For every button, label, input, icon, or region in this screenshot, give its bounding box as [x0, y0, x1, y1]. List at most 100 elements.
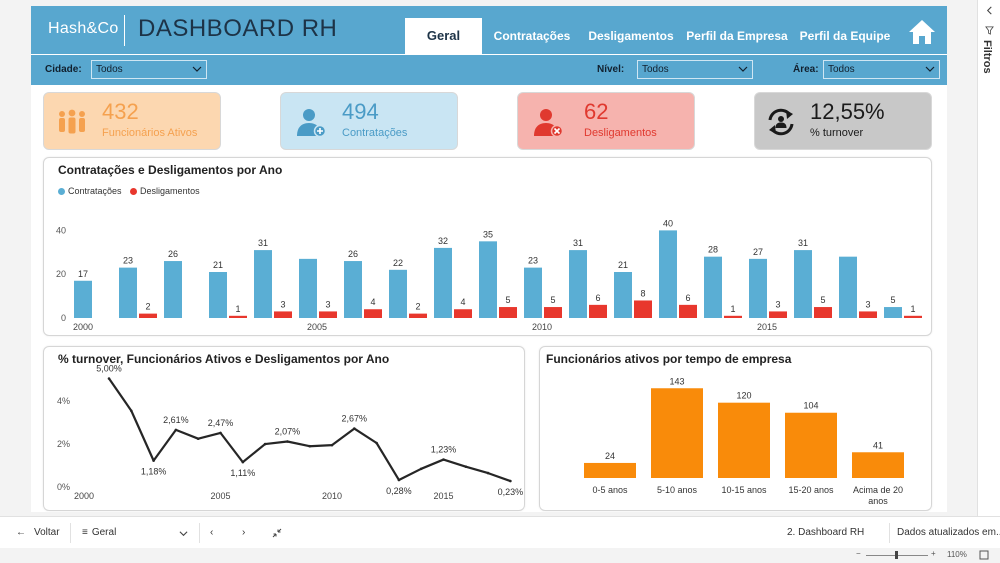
report-canvas: Hash&Co DASHBOARD RH Geral Contratações …: [31, 6, 947, 512]
y-tick-label: 0%: [57, 482, 70, 492]
line-point: [353, 427, 356, 430]
data-label-desligamentos: 2: [415, 302, 420, 312]
data-label-contratacoes: 32: [438, 236, 448, 246]
data-label: 1,11%: [230, 468, 255, 478]
line-point: [130, 409, 133, 413]
kpi-turnover-value: 12,55%: [810, 99, 885, 124]
chevron-left-icon[interactable]: [985, 6, 994, 15]
bar-contratacoes: [74, 280, 92, 318]
zoom-out-button[interactable]: −: [856, 549, 861, 558]
line-point: [486, 471, 490, 475]
nivel-dropdown[interactable]: Todos: [637, 60, 753, 79]
bar-contratacoes: [344, 261, 362, 318]
current-page-name: 2. Dashboard RH: [787, 527, 865, 538]
chevron-down-icon: [925, 66, 935, 72]
tab-desligamentos[interactable]: Desligamentos: [588, 29, 674, 43]
data-label: 41: [873, 440, 883, 450]
tab-perfil-empresa[interactable]: Perfil da Empresa: [686, 29, 788, 43]
tenure-bar: [785, 412, 837, 478]
bar-desligamentos: [679, 304, 697, 318]
bar-desligamentos: [634, 300, 652, 318]
data-label-desligamentos: 3: [280, 299, 285, 309]
bar-contratacoes: [164, 261, 182, 318]
filters-pane: Filtros: [977, 0, 1000, 516]
chart-title: Contratações e Desligamentos por Ano: [58, 163, 283, 177]
line-point: [509, 479, 512, 483]
bar-desligamentos: [139, 313, 157, 318]
data-label-desligamentos: 6: [685, 293, 690, 303]
tab-geral[interactable]: Geral: [405, 18, 482, 54]
line-point: [397, 478, 401, 482]
x-tick-label: 2000: [74, 491, 94, 501]
divider: [199, 523, 200, 543]
bar-desligamentos: [319, 311, 337, 318]
filters-pane-toggle[interactable]: Filtros: [981, 40, 993, 74]
data-label: 104: [803, 401, 818, 411]
data-label: 143: [669, 376, 684, 386]
bar-desligamentos: [814, 307, 832, 318]
cidade-dropdown[interactable]: Todos: [91, 60, 207, 79]
chart-legend: Contratações Desligamentos: [58, 186, 200, 196]
bar-desligamentos: [904, 315, 922, 318]
category-label: Acima de 20: [853, 485, 903, 495]
data-label-desligamentos: 5: [550, 295, 555, 305]
divider: [889, 523, 890, 543]
data-label: 2,47%: [208, 418, 234, 428]
tenure-bar-chart[interactable]: 24 0-5 anos 143 5-10 anos 120 10-15 anos 104 15…: [540, 347, 931, 510]
x-tick-label: 2010: [322, 491, 342, 501]
data-label-contratacoes: 23: [528, 256, 538, 266]
data-label: 2,67%: [342, 414, 368, 424]
previous-page-button[interactable]: ‹: [210, 527, 213, 538]
data-label-desligamentos: 3: [325, 299, 330, 309]
back-button[interactable]: ← Voltar: [16, 527, 60, 538]
bar-desligamentos: [589, 304, 607, 318]
data-label-desligamentos: 3: [775, 299, 780, 309]
tab-perfil-equipe[interactable]: Perfil da Equipe: [799, 29, 891, 43]
data-label: 1,23%: [431, 445, 457, 455]
data-label: 24: [605, 451, 615, 461]
home-icon[interactable]: [907, 18, 937, 46]
turnover-line-chart[interactable]: 0% 2% 4% 5,00% 1,18% 2,61% 2,47% 1,11% 2,07% 2,67…: [44, 347, 524, 510]
category-label: 10-15 anos: [721, 485, 767, 495]
tenure-chart-panel: Funcionários ativos por tempo de empresa…: [539, 346, 932, 511]
x-tick-label: 2005: [307, 322, 327, 332]
fit-to-page-icon[interactable]: [979, 550, 989, 560]
data-label-desligamentos: 4: [370, 297, 375, 307]
bar-desligamentos: [544, 307, 562, 318]
bar-desligamentos: [859, 311, 877, 318]
bar-contratacoes: [434, 247, 452, 318]
category-label: 15-20 anos: [788, 485, 834, 495]
zoom-in-button[interactable]: +: [931, 549, 936, 558]
data-label-contratacoes: 31: [798, 238, 808, 248]
category-label: anos: [868, 496, 888, 506]
turnover-chart-panel: % turnover, Funcionários Ativos e Deslig…: [43, 346, 525, 511]
page-selector-dropdown[interactable]: ≡ Geral: [82, 527, 190, 538]
bar-desligamentos: [409, 313, 427, 318]
next-page-button[interactable]: ›: [242, 527, 245, 538]
tab-contratacoes[interactable]: Contratações: [493, 29, 571, 43]
line-point: [286, 440, 289, 443]
data-label-contratacoes: 21: [213, 260, 223, 270]
zoom-slider-handle[interactable]: [895, 551, 898, 559]
filter-label-area: Área:: [793, 64, 819, 75]
area-dropdown[interactable]: Todos: [823, 60, 940, 79]
x-tick-label: 2010: [532, 322, 552, 332]
data-label-contratacoes: 31: [258, 238, 268, 248]
line-point: [174, 428, 178, 432]
collapse-icon[interactable]: [272, 528, 282, 538]
y-tick-label: 0: [61, 313, 66, 323]
data-label: 0,23%: [498, 487, 524, 497]
line-point: [107, 377, 111, 380]
data-label-desligamentos: 2: [145, 302, 150, 312]
bar-desligamentos: [769, 311, 787, 318]
data-label-desligamentos: 6: [595, 293, 600, 303]
x-tick-label: 2005: [210, 491, 230, 501]
cidade-dropdown-value: Todos: [96, 64, 123, 75]
brand-logo: Hash&Co: [48, 20, 119, 37]
data-label: 120: [736, 391, 751, 401]
line-point: [196, 437, 200, 440]
kpi-active-label: Funcionários Ativos: [102, 127, 198, 139]
bar-contratacoes: [569, 250, 587, 318]
report-header: Hash&Co DASHBOARD RH Geral Contratações …: [31, 6, 947, 54]
